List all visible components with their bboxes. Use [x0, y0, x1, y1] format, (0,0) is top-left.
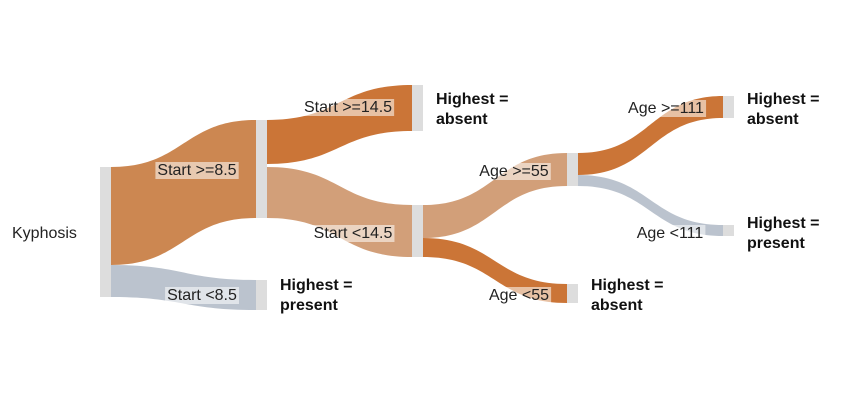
node-label-a111: Age >=111: [628, 100, 704, 117]
leaf-outcome-line-alt55-0: Highest =: [591, 277, 663, 294]
node-label-root: Kyphosis: [12, 225, 77, 242]
node-bar-s145: [412, 85, 423, 131]
node-label-slt85: Start <8.5: [167, 287, 237, 304]
leaf-outcome-line-alt111-0: Highest =: [747, 215, 819, 232]
node-label-slt145: Start <14.5: [314, 225, 393, 242]
leaf-outcome-s145: Highest = absent: [436, 91, 508, 128]
leaf-outcome-line-slt85-1: present: [280, 297, 338, 314]
link-slt145-to-alt55: [423, 238, 567, 303]
node-label-bg-a55: [477, 163, 551, 180]
leaf-outcome-line-a111-0: Highest =: [747, 91, 819, 108]
link-a55-to-alt111: [578, 175, 723, 236]
leaf-outcome-line-slt85-0: Highest =: [280, 277, 352, 294]
node-bar-slt145: [412, 205, 423, 257]
sankey-labels: Kyphosis Start >=8.5 Start <8.5 Start >=14.…: [12, 91, 819, 314]
node-bar-a55: [567, 153, 578, 186]
node-label-bg-s85: [155, 162, 239, 179]
node-bar-slt85: [256, 280, 267, 310]
node-bar-alt55: [567, 284, 578, 303]
node-bar-s85: [256, 120, 267, 218]
leaf-outcome-line-alt55-1: absent: [591, 297, 643, 314]
link-s85-to-s145: [267, 85, 412, 164]
node-label-bg-alt55: [486, 287, 552, 304]
node-label-bg-alt111: [634, 225, 706, 242]
link-root-to-s85: [111, 120, 256, 265]
leaf-outcome-alt55: Highest = absent: [591, 277, 663, 314]
link-s85-to-slt145: [267, 167, 412, 257]
leaf-outcome-alt111: Highest = present: [747, 215, 819, 252]
sankey-nodes: [100, 85, 734, 310]
node-label-bg-a111: [626, 100, 707, 117]
node-label-alt55: Age <55: [489, 287, 549, 304]
node-bar-root: [100, 167, 111, 297]
leaf-outcome-line-alt111-1: present: [747, 235, 805, 252]
node-label-bg-s145: [301, 99, 395, 116]
node-bar-alt111: [723, 225, 734, 236]
leaf-outcome-line-s145-1: absent: [436, 111, 488, 128]
node-label-a55: Age >=55: [479, 163, 549, 180]
node-label-s145: Start >=14.5: [304, 99, 392, 116]
leaf-outcome-line-a111-1: absent: [747, 111, 799, 128]
node-label-bg-slt85: [165, 287, 240, 304]
node-label-s85: Start >=8.5: [157, 162, 236, 179]
node-label-bg-slt145: [311, 225, 395, 242]
leaf-outcome-a111: Highest = absent: [747, 91, 819, 128]
leaf-outcome-slt85: Highest = present: [280, 277, 352, 314]
node-label-alt111: Age <111: [637, 225, 704, 242]
node-bar-a111: [723, 96, 734, 118]
leaf-outcome-line-s145-0: Highest =: [436, 91, 508, 108]
